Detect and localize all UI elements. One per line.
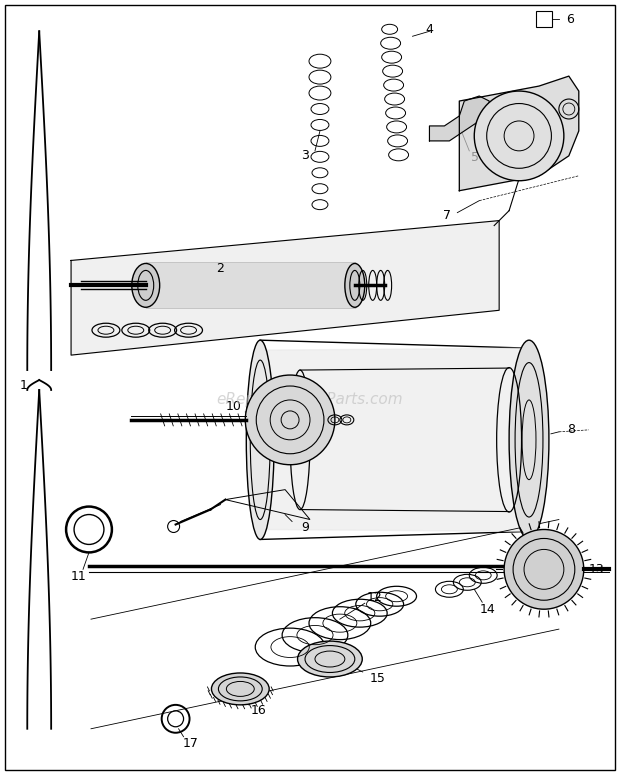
Ellipse shape: [345, 264, 365, 308]
Text: 2: 2: [216, 262, 224, 275]
Polygon shape: [430, 96, 489, 141]
Text: 5: 5: [471, 151, 479, 164]
Polygon shape: [146, 264, 355, 308]
Text: 4: 4: [425, 22, 433, 36]
Text: 16: 16: [250, 704, 266, 718]
Ellipse shape: [474, 91, 564, 181]
Text: 3: 3: [301, 150, 309, 162]
Text: 8: 8: [567, 423, 575, 436]
Polygon shape: [260, 348, 529, 532]
Polygon shape: [71, 221, 499, 355]
Text: 6: 6: [566, 13, 574, 26]
Text: 9: 9: [301, 521, 309, 534]
Text: 11: 11: [71, 570, 87, 583]
Text: eReplacementParts.com: eReplacementParts.com: [216, 392, 404, 408]
Text: 12: 12: [367, 591, 383, 604]
Bar: [536, 12, 552, 27]
Ellipse shape: [132, 264, 160, 308]
Text: 17: 17: [183, 737, 198, 750]
Ellipse shape: [246, 340, 274, 539]
Ellipse shape: [509, 340, 549, 539]
Text: 7: 7: [443, 209, 451, 222]
Text: 1: 1: [19, 378, 27, 391]
Text: 10: 10: [226, 401, 241, 413]
Text: 14: 14: [479, 603, 495, 615]
Polygon shape: [459, 76, 579, 191]
Text: 13: 13: [589, 563, 604, 576]
Ellipse shape: [298, 641, 362, 677]
Ellipse shape: [504, 529, 584, 609]
Text: 15: 15: [370, 673, 386, 685]
Ellipse shape: [246, 375, 335, 465]
Ellipse shape: [211, 673, 269, 704]
